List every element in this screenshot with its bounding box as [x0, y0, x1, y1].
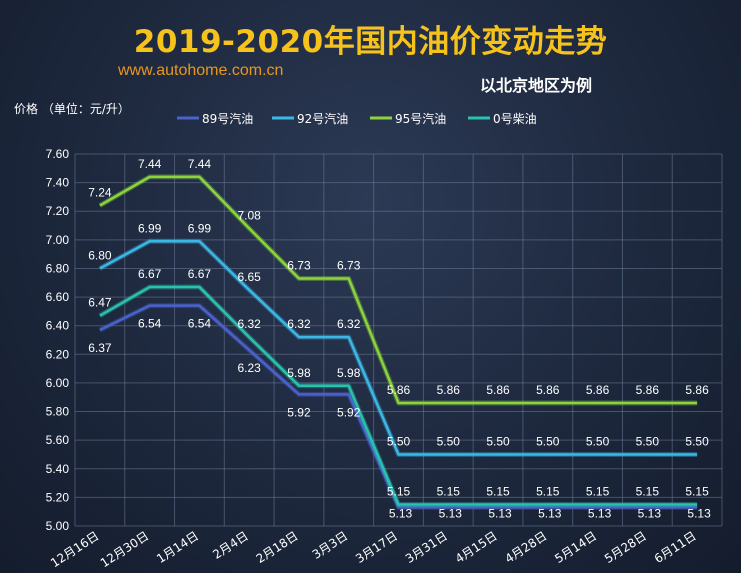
data-label: 5.86: [536, 383, 560, 397]
data-label: 5.86: [636, 383, 660, 397]
data-label: 6.99: [138, 221, 162, 235]
y-tick-label: 5.20: [46, 490, 70, 504]
y-tick-label: 5.40: [46, 462, 70, 476]
data-label: 5.15: [486, 485, 510, 499]
data-label: 5.13: [588, 506, 612, 520]
data-label: 6.80: [88, 248, 112, 262]
x-tick-label: 5月28日: [602, 529, 649, 566]
data-label: 6.32: [337, 317, 361, 331]
y-tick-label: 6.00: [46, 376, 70, 390]
data-label: 5.13: [538, 506, 562, 520]
series-line: [99, 304, 698, 509]
data-label: 5.15: [636, 485, 660, 499]
y-tick-label: 5.60: [46, 433, 70, 447]
x-tick-label: 4月28日: [502, 529, 549, 566]
x-tick-label: 4月15日: [453, 529, 500, 566]
data-label: 6.67: [138, 267, 162, 281]
data-label: 5.15: [536, 485, 560, 499]
data-label: 6.73: [287, 258, 311, 272]
chart-title: 2019-2020年国内油价变动走势: [133, 24, 608, 60]
data-label: 6.37: [88, 341, 112, 355]
x-tick-label: 2月18日: [254, 529, 301, 566]
y-tick-label: 6.60: [46, 290, 70, 304]
data-label: 5.50: [586, 434, 610, 448]
y-tick-label: 6.40: [46, 319, 70, 333]
data-label: 7.08: [238, 208, 262, 222]
y-tick-label: 5.80: [46, 405, 70, 419]
data-label: 5.86: [437, 383, 461, 397]
data-label: 6.32: [238, 317, 262, 331]
x-tick-label: 2月4日: [210, 529, 251, 562]
x-tick-label: 3月3日: [310, 529, 351, 562]
data-label: 5.15: [685, 485, 709, 499]
y-tick-label: 6.80: [46, 261, 70, 275]
data-label: 5.15: [387, 485, 411, 499]
data-label: 5.86: [486, 383, 510, 397]
series-line-glow: [98, 303, 698, 510]
data-label: 6.32: [287, 317, 311, 331]
data-label: 5.98: [287, 366, 311, 380]
data-label: 7.24: [88, 186, 112, 200]
data-label: 6.65: [238, 270, 262, 284]
y-tick-label: 7.20: [46, 204, 70, 218]
series-line: [99, 285, 698, 506]
y-tick-label: 7.40: [46, 176, 70, 190]
data-label: 5.86: [586, 383, 610, 397]
data-label: 5.86: [387, 383, 411, 397]
website-url: www.autohome.com.cn: [118, 62, 284, 79]
x-tick-label: 3月31日: [403, 529, 450, 566]
data-label: 6.54: [188, 317, 212, 331]
y-axis-label: 价格 （单位：元/升）: [14, 101, 130, 116]
data-label: 7.44: [188, 157, 212, 171]
data-label: 5.13: [488, 506, 512, 520]
data-label: 5.50: [536, 434, 560, 448]
x-tick-label: 3月17日: [353, 529, 400, 566]
x-tick-label: 5月14日: [552, 529, 599, 566]
data-label: 5.15: [437, 485, 461, 499]
data-label: 6.47: [88, 296, 112, 310]
data-label: 5.13: [389, 506, 413, 520]
series-line: [99, 175, 698, 405]
data-label: 5.86: [685, 383, 709, 397]
data-label: 6.23: [238, 361, 262, 375]
x-tick-label: 6月11日: [652, 529, 699, 566]
data-label: 7.44: [138, 157, 162, 171]
x-tick-label: 12月30日: [98, 529, 151, 570]
data-label: 6.54: [138, 317, 162, 331]
y-tick-label: 7.00: [46, 233, 70, 247]
data-label: 5.13: [439, 506, 463, 520]
data-label: 5.92: [287, 405, 311, 419]
data-label: 5.50: [486, 434, 510, 448]
y-tick-label: 6.20: [46, 347, 70, 361]
y-tick-label: 7.60: [46, 147, 70, 161]
chart-subtitle: 以北京地区为例: [480, 76, 593, 95]
legend-label: 92号汽油: [297, 111, 348, 126]
y-tick-label: 5.00: [46, 519, 70, 533]
x-tick-label: 12月16日: [48, 529, 101, 570]
data-label: 5.50: [636, 434, 660, 448]
data-label: 5.50: [437, 434, 461, 448]
data-label: 5.15: [586, 485, 610, 499]
legend-label: 95号汽油: [395, 111, 446, 126]
series-line: [99, 240, 698, 456]
legend-label: 0号柴油: [493, 112, 537, 126]
data-label: 5.13: [638, 506, 662, 520]
data-label: 5.50: [685, 434, 709, 448]
data-label: 6.73: [337, 258, 361, 272]
legend-label: 89号汽油: [202, 111, 253, 126]
data-label: 5.92: [337, 405, 361, 419]
data-label: 5.50: [387, 434, 411, 448]
data-label: 5.13: [687, 506, 711, 520]
x-tick-label: 1月14日: [154, 529, 201, 566]
data-label: 6.67: [188, 267, 212, 281]
data-label: 6.99: [188, 221, 212, 235]
data-label: 5.98: [337, 366, 361, 380]
